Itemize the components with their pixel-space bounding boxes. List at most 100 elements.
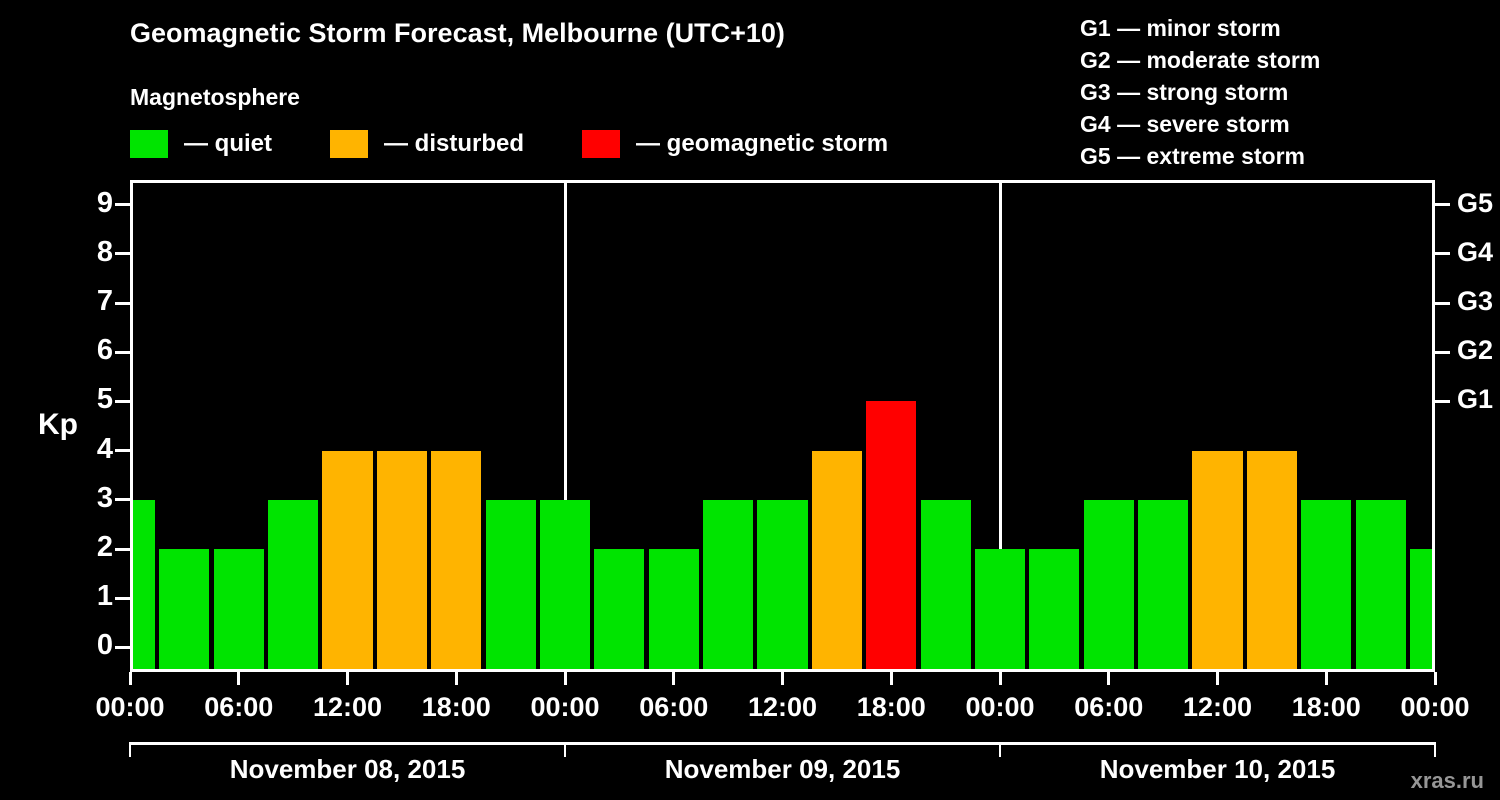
date-bracket-line (130, 742, 1435, 745)
legend-label-quiet: — quiet (184, 130, 272, 157)
y-axis-tick (115, 547, 130, 551)
legend-label-disturbed: — disturbed (384, 130, 525, 157)
legend-item-disturbed: — disturbed (330, 130, 524, 158)
y-tick-label: 3 (96, 481, 113, 514)
kp-bar (213, 549, 264, 672)
date-label: November 09, 2015 (664, 754, 901, 784)
g-scale-legend: G1 — minor storm G2 — moderate storm G3 … (1080, 12, 1320, 172)
kp-bar (1301, 499, 1352, 672)
storm-swatch-icon (582, 130, 621, 158)
kp-bar (159, 549, 210, 672)
x-tick-label: 12:00 (312, 692, 383, 722)
g-tick-label: G3 (1457, 286, 1494, 316)
kp-bar (376, 450, 427, 672)
g-axis-tick (1435, 203, 1450, 207)
watermark: xras.ru (1410, 768, 1484, 793)
y-tick-label: 5 (96, 383, 113, 416)
kp-bar (322, 450, 373, 672)
plot-area: 0 1 2 3 4 5 6 7 8 9 G1 G2 G3 G4 G5 00:00 06:00 12:00 18:00… (95, 180, 1493, 722)
y-axis-tick (115, 596, 130, 600)
kp-bar (811, 450, 862, 672)
kp-bar (130, 499, 155, 672)
kp-bar (1246, 450, 1297, 672)
g-tick-label: G4 (1457, 236, 1494, 267)
x-axis-tick (1324, 672, 1328, 685)
x-axis-tick (237, 672, 241, 685)
kp-bar (594, 549, 645, 672)
y-tick-label: 8 (96, 235, 113, 268)
kp-bar (1029, 549, 1080, 672)
x-axis-tick (672, 672, 676, 685)
day-separator-line (998, 180, 1002, 672)
x-tick-label: 00:00 (530, 692, 600, 722)
legend-label-storm: — geomagnetic storm (636, 130, 889, 157)
day-separator-line (563, 180, 567, 672)
kp-bar (431, 450, 482, 672)
disturbed-swatch-icon (330, 130, 368, 158)
y-axis-label: Kp (38, 408, 78, 441)
x-tick-label: 06:00 (639, 692, 709, 722)
x-axis-tick (998, 672, 1002, 685)
x-tick-label: 18:00 (421, 692, 491, 722)
x-tick-label: 06:00 (1074, 692, 1144, 722)
x-axis-tick (1107, 672, 1111, 685)
kp-bar (1409, 549, 1435, 672)
g-tick-label: G5 (1457, 187, 1494, 218)
g-axis-tick (1435, 252, 1450, 256)
date-bracket-tick (128, 742, 132, 757)
kp-bar (920, 499, 971, 672)
x-tick-label: 06:00 (204, 692, 274, 722)
x-axis-tick (128, 672, 132, 685)
y-axis-tick (115, 449, 130, 453)
x-tick-label: 00:00 (95, 692, 165, 722)
x-axis-tick (781, 672, 784, 685)
date-bracket-tick (1433, 742, 1437, 757)
x-tick-label: 12:00 (1182, 692, 1253, 722)
kp-bar (866, 401, 917, 672)
date-bracket-tick (563, 742, 567, 757)
x-axis-tick (889, 672, 893, 685)
x-axis-tick (563, 672, 567, 685)
kp-bar (268, 499, 319, 672)
g-scale-item-g4: G4 — severe storm (1080, 111, 1290, 137)
y-axis-tick (115, 350, 130, 354)
date-label: November 08, 2015 (229, 754, 466, 784)
g-scale-item-g2: G2 — moderate storm (1080, 47, 1321, 73)
page-title: Geomagnetic Storm Forecast, Melbourne (U… (130, 18, 785, 48)
x-axis-tick (1433, 672, 1437, 685)
x-axis-tick (346, 672, 349, 685)
x-tick-label: 18:00 (1291, 692, 1361, 722)
y-tick-label: 4 (96, 432, 113, 465)
x-tick-label: 18:00 (856, 692, 926, 722)
y-axis-tick (115, 301, 130, 305)
kp-bar (539, 499, 590, 672)
kp-bar (974, 549, 1025, 672)
y-tick-label: 9 (96, 186, 113, 219)
y-axis-tick (115, 498, 130, 502)
date-label: November 10, 2015 (1099, 754, 1336, 784)
y-tick-label: 6 (96, 334, 113, 367)
x-tick-label: 12:00 (747, 692, 818, 722)
kp-bar (703, 499, 754, 672)
kp-bar (485, 499, 536, 672)
x-tick-label: 00:00 (965, 692, 1035, 722)
g-scale-item-g5: G5 — extreme storm (1080, 143, 1305, 169)
y-axis-tick (115, 399, 130, 403)
x-tick-label: 00:00 (1400, 692, 1470, 722)
y-tick-label: 7 (96, 285, 113, 317)
kp-bar (757, 499, 808, 672)
y-axis-tick (115, 252, 130, 256)
legend-item-quiet: — quiet (130, 130, 272, 158)
y-axis-tick (115, 203, 130, 207)
date-bracket-tick (998, 742, 1002, 757)
y-axis-tick (115, 645, 130, 649)
y-tick-label: 0 (96, 629, 113, 662)
kp-bar (1355, 499, 1406, 672)
g-axis-tick (1435, 399, 1450, 403)
x-axis-tick (1216, 672, 1219, 685)
kp-legend: — quiet — disturbed — geomagnetic storm (130, 130, 946, 158)
quiet-swatch-icon (130, 130, 168, 158)
y-tick-label: 1 (96, 580, 113, 613)
kp-bar (1192, 450, 1243, 672)
g-axis-tick (1435, 350, 1450, 354)
